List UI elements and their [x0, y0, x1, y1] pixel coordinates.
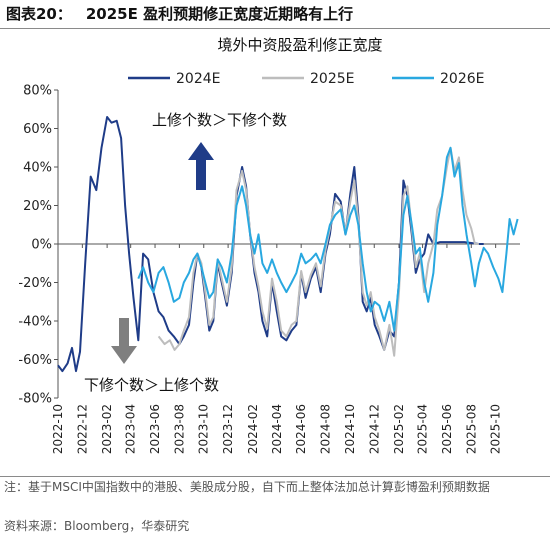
title-rule [0, 28, 550, 29]
x-tick-label: 2023-06 [148, 404, 162, 454]
x-tick-label: 2025-10 [489, 404, 503, 454]
annotation-lower: 下修个数＞上修个数 [84, 376, 219, 394]
legend-label-2025E: 2025E [310, 71, 354, 87]
x-tick-label: 2023-12 [221, 404, 235, 454]
legend-label-2024E: 2024E [176, 71, 220, 87]
series-layer [57, 116, 519, 373]
x-tick-label: 2025-06 [440, 404, 454, 454]
x-tick-label: 2024-02 [246, 404, 260, 454]
line-chart: 境外中资股盈利修正宽度 2024E 2025E 2026E -80% -60% -40%… [18, 36, 520, 454]
figure-title: 图表20： 2025E 盈利预期修正宽度近期略有上行 [0, 0, 550, 28]
x-tick-label: 2024-08 [319, 404, 333, 454]
footnote: 注：基于MSCI中国指数中的港股、美股成分股，自下而上整体法加总计算彭博盈利预期… [4, 480, 490, 494]
annotation-upper: 上修个数＞下修个数 [152, 111, 287, 129]
y-tick-label: -60% [18, 353, 52, 368]
x-tick-label: 2024-10 [343, 404, 357, 454]
y-tick-label: -80% [18, 392, 52, 407]
y-tick-label: -40% [18, 315, 52, 330]
y-tick-label: 40% [23, 161, 52, 176]
x-tick-label: 2022-10 [51, 404, 65, 454]
legend-label-2026E: 2026E [440, 71, 484, 87]
axes: -80% -60% -40% -20% 0% 20% 40% 60% 80% 2022-10 202… [18, 84, 520, 454]
y-tick-label: 80% [23, 84, 52, 99]
x-tick-label: 2024-12 [367, 404, 381, 454]
x-tick-label: 2024-04 [270, 404, 284, 454]
x-tick-label: 2024-06 [294, 404, 308, 454]
x-tick-label: 2025-04 [416, 404, 430, 454]
x-tick-label: 2023-10 [197, 404, 211, 454]
x-tick-label: 2023-02 [100, 404, 114, 454]
x-tick-label: 2023-04 [124, 404, 138, 454]
note-rule [0, 476, 550, 477]
x-tick-label: 2022-12 [75, 404, 89, 454]
series-line-2025E [157, 146, 479, 357]
x-tick-label: 2025-08 [464, 404, 478, 454]
figure-number: 图表20： [6, 5, 72, 23]
x-tick-label: 2025-02 [392, 404, 406, 454]
figure-title-text: 2025E 盈利预期修正宽度近期略有上行 [85, 5, 354, 23]
chart-title: 境外中资股盈利修正宽度 [217, 36, 382, 54]
series-line-2026E [137, 146, 519, 332]
y-tick-label: 60% [23, 122, 52, 137]
x-tick-label: 2023-08 [172, 404, 186, 454]
y-tick-label: 0% [31, 238, 52, 253]
legend: 2024E 2025E 2026E [128, 71, 484, 87]
y-tick-label: 20% [23, 199, 52, 214]
down-arrow-icon [111, 318, 137, 364]
up-arrow-icon [188, 142, 214, 190]
y-tick-label: -20% [18, 276, 52, 291]
source-line: 资料来源：Bloomberg，华泰研究 [4, 519, 190, 533]
